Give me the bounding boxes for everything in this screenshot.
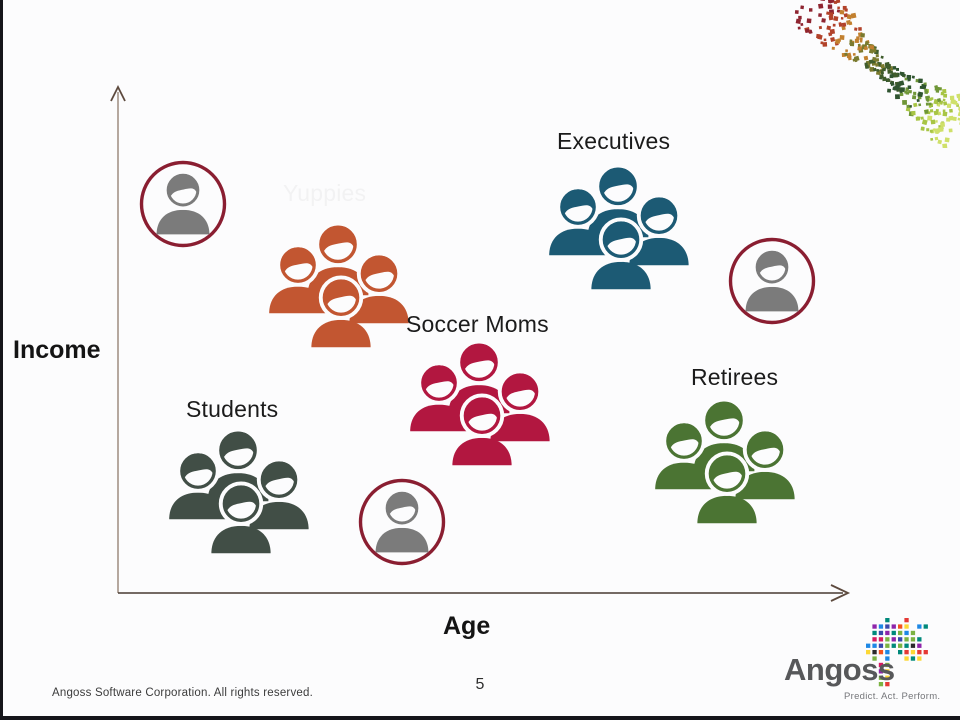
logo-mosaic-icon xyxy=(866,618,928,687)
outlier-person-icon xyxy=(358,478,446,566)
outlier-person-icon xyxy=(728,237,816,325)
cluster-label-executives: Executives xyxy=(557,128,671,154)
cluster-yuppies xyxy=(262,220,422,352)
x-axis-arrow-icon xyxy=(830,584,851,602)
x-axis-label: Age xyxy=(443,612,491,640)
cluster-soccer-moms xyxy=(403,338,563,470)
person-icon xyxy=(584,216,658,290)
pixel-ribbon-decoration-icon xyxy=(794,0,960,148)
cluster-label-yuppies: Yuppies xyxy=(283,180,367,206)
person-icon xyxy=(445,392,519,466)
cluster-label-retirees: Retirees xyxy=(691,364,779,390)
cluster-students xyxy=(162,426,322,558)
left-edge-bar xyxy=(0,0,3,720)
person-icon xyxy=(204,480,278,554)
angoss-logo: Angoss Predict. Act. Perform. xyxy=(780,614,952,716)
page-number: 5 xyxy=(475,676,485,693)
person-icon xyxy=(304,274,378,348)
outlier-person-icon xyxy=(139,160,227,248)
cluster-retirees xyxy=(648,396,808,528)
cluster-label-soccer-moms: Soccer Moms xyxy=(406,311,549,337)
y-axis-arrow-icon xyxy=(110,84,126,102)
logo-wordmark: Angoss xyxy=(784,652,895,687)
bottom-edge-bar xyxy=(0,716,960,720)
cluster-label-students: Students xyxy=(186,396,279,422)
y-axis-label: Income xyxy=(13,336,101,364)
footer-copyright: Angoss Software Corporation. All rights … xyxy=(52,687,314,699)
cluster-executives xyxy=(542,162,702,294)
person-icon xyxy=(690,450,764,524)
logo-tagline: Predict. Act. Perform. xyxy=(844,691,941,702)
